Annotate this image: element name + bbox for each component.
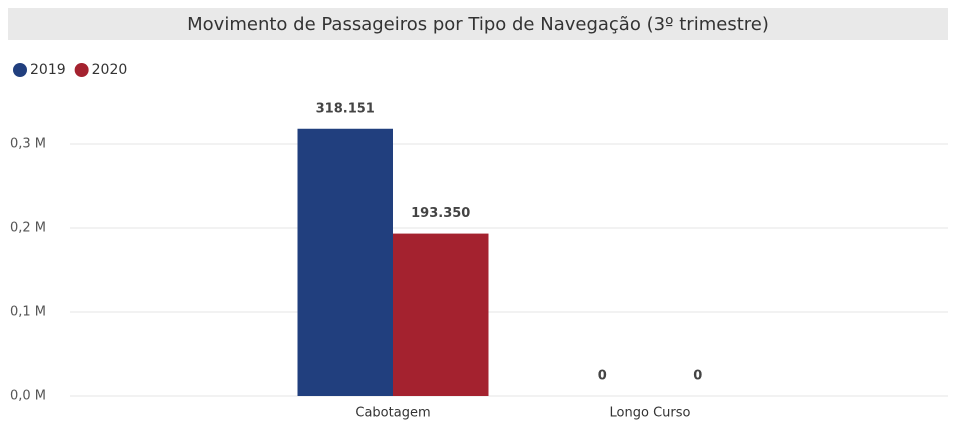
legend-marker	[74, 63, 89, 77]
legend-marker	[13, 63, 27, 77]
y-tick-label: 0,1 M	[10, 305, 46, 320]
value-label: 193.350	[411, 206, 470, 221]
y-tick-label: 0,0 M	[10, 389, 46, 404]
legend-label: 2020	[92, 62, 128, 78]
bar	[393, 233, 489, 396]
legend-label: 2019	[30, 62, 66, 78]
bar	[297, 128, 393, 396]
y-tick-label: 0,3 M	[10, 137, 46, 152]
title-bar	[8, 8, 948, 40]
value-label: 0	[693, 369, 702, 384]
y-tick-label: 0,2 M	[10, 221, 46, 236]
value-label: 318.151	[316, 101, 375, 116]
x-tick-label: Cabotagem	[355, 406, 430, 421]
value-label: 0	[598, 369, 607, 384]
chart-title: Movimento de Passageiros por Tipo de Nav…	[187, 14, 769, 35]
x-tick-label: Longo Curso	[610, 406, 691, 421]
